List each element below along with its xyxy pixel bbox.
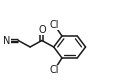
Text: N: N <box>3 35 10 46</box>
Text: O: O <box>38 25 46 35</box>
Text: Cl: Cl <box>50 65 59 75</box>
Text: Cl: Cl <box>50 20 59 30</box>
